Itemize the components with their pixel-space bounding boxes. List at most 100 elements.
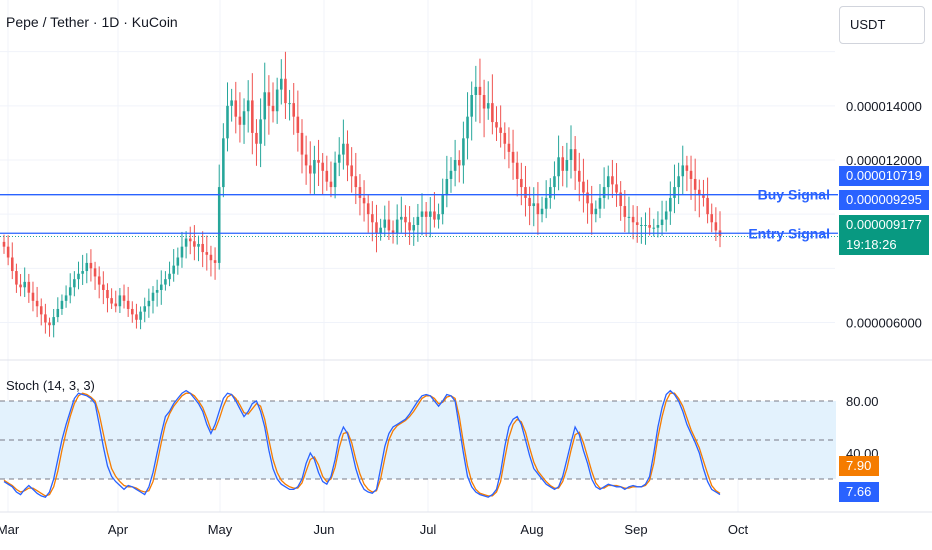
candle (412, 217, 416, 246)
candle-body (635, 222, 639, 225)
candle (48, 317, 51, 337)
candle (669, 181, 672, 225)
candle (217, 164, 221, 270)
candle (606, 165, 610, 200)
candle-body (466, 116, 469, 139)
candle-body (93, 268, 97, 277)
candle-body (184, 238, 188, 247)
candle-body (159, 284, 163, 290)
candle-body (275, 89, 279, 112)
candle (540, 196, 544, 223)
candle (329, 161, 333, 198)
candle (135, 303, 138, 329)
candle (114, 290, 118, 313)
candle (143, 297, 146, 323)
candle-body (404, 216, 407, 223)
candle-body (557, 157, 560, 177)
candle-body (652, 227, 656, 229)
candle (342, 119, 345, 170)
candle (553, 161, 556, 200)
candle-body (135, 314, 138, 320)
candle-body (114, 303, 118, 307)
candle-body (429, 211, 432, 217)
candle (35, 286, 39, 318)
candle-body (201, 243, 204, 253)
candle (590, 185, 593, 235)
candle-body (354, 176, 358, 188)
time-axis-label: Jun (314, 522, 335, 537)
candles (2, 51, 722, 338)
candle-body (495, 122, 498, 128)
candle-body (698, 189, 701, 196)
candle (300, 119, 304, 174)
candle (85, 253, 89, 284)
candle (404, 205, 407, 237)
candle (176, 247, 180, 275)
candle-body (259, 119, 262, 144)
candle-body (586, 192, 589, 204)
candle-body (52, 317, 55, 326)
candle-body (209, 254, 213, 261)
currency-selector[interactable]: USDT (839, 6, 925, 44)
time-axis-label: Sep (624, 522, 647, 537)
candle-body (437, 214, 440, 220)
candle (561, 145, 565, 187)
candle (284, 51, 287, 119)
candle-body (656, 225, 660, 228)
candle-body (366, 203, 370, 215)
candle-body (379, 227, 382, 234)
candle (118, 288, 122, 313)
candle-body (288, 103, 291, 105)
candle (172, 249, 175, 282)
candle (15, 263, 18, 293)
candle (462, 121, 465, 184)
candle-body (77, 273, 80, 280)
candle (313, 145, 316, 195)
candle-body (486, 103, 490, 109)
candle (640, 217, 643, 244)
candle (155, 279, 159, 307)
candle (660, 200, 664, 236)
candle-body (222, 138, 225, 188)
candle-body (553, 176, 556, 188)
candle-body (15, 271, 18, 285)
candle (565, 142, 569, 188)
candle (623, 190, 627, 233)
candle-body (462, 138, 465, 166)
candle (222, 123, 225, 198)
candle (635, 206, 639, 243)
candle-body (143, 306, 146, 312)
candle-body (329, 181, 333, 188)
stoch-axis-label: 80.00 (846, 394, 879, 409)
candle-body (350, 165, 353, 177)
price-axis-label: 0.000014000 (846, 99, 922, 114)
candle (664, 200, 668, 232)
candle (267, 75, 271, 135)
time-axis-label: Apr (108, 522, 129, 537)
signal-lines: Buy Signal Entry Signal (0, 187, 838, 241)
candle (420, 193, 424, 236)
candle-body (408, 222, 411, 231)
candle-body (337, 154, 341, 163)
candle (441, 178, 444, 225)
candle (557, 135, 560, 191)
candle (495, 106, 498, 141)
candle-body (565, 160, 569, 171)
price-axis-label: 0.000012000 (846, 153, 922, 168)
time-axis-label: May (208, 522, 233, 537)
candle-body (515, 162, 519, 179)
candle-body (420, 211, 424, 217)
candle (549, 178, 552, 209)
candle-body (615, 184, 618, 193)
candle-body (640, 225, 643, 226)
stoch-d-tag: 7.90 (839, 456, 879, 476)
candle-body (457, 160, 461, 166)
candle-body (346, 143, 349, 166)
candle-body (714, 222, 718, 231)
candle (698, 179, 701, 218)
candle-body (569, 149, 573, 160)
candle (97, 266, 101, 299)
candle-body (242, 111, 246, 125)
candle-body (644, 225, 647, 226)
